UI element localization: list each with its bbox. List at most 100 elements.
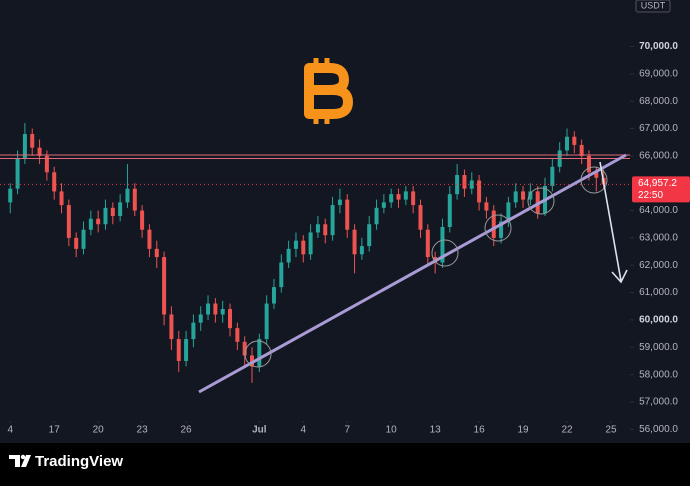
y-tick-label: 67,000.0 [639, 123, 678, 134]
x-tick-label: 17 [49, 425, 61, 436]
candle-body [213, 303, 218, 315]
candle-body [491, 210, 496, 238]
y-tick-label: 62,000.0 [639, 260, 678, 271]
candle-body [352, 229, 357, 255]
x-tick-label: 19 [517, 425, 529, 436]
tv-logo [9, 454, 31, 467]
candle-body [44, 155, 49, 173]
candle-body [323, 224, 328, 236]
candle-body [447, 194, 452, 227]
price-tag [632, 176, 690, 203]
x-tick-label: 25 [605, 425, 617, 436]
candle-body [345, 199, 350, 230]
candle-body [206, 303, 211, 315]
y-tick-label: 61,000.0 [639, 287, 678, 298]
x-tick-label: Jul [252, 425, 267, 436]
x-tick-label: 4 [300, 425, 306, 436]
candle-body [521, 191, 526, 200]
candle-body [8, 188, 13, 203]
y-tick-label: 66,000.0 [639, 151, 678, 162]
candle-body [154, 248, 159, 258]
countdown: 22:50 [638, 190, 663, 201]
candle-body [279, 262, 284, 288]
trend-line [198, 153, 627, 394]
candle-body [418, 205, 423, 230]
candle-body [37, 147, 42, 156]
tv-logo-mark [9, 455, 20, 467]
y-tick-label: 60,000.0 [639, 315, 678, 326]
candle-body [66, 205, 71, 238]
candle-body [286, 248, 291, 263]
candle-body [425, 229, 430, 258]
arrow-shaft [599, 161, 622, 282]
candle-body [184, 339, 189, 361]
candle-body [455, 175, 460, 195]
candle-body [315, 224, 320, 233]
candle-body [367, 224, 372, 247]
candle-body [293, 240, 298, 249]
candle-body [308, 232, 313, 255]
candle-body [88, 218, 93, 230]
bitcoin-b [304, 63, 353, 119]
circle [431, 239, 459, 267]
candle-body [506, 202, 511, 222]
touch-circles [244, 166, 608, 368]
y-tick-label: 56,000.0 [639, 424, 678, 435]
circle [580, 166, 608, 194]
x-tick-label: 23 [137, 425, 149, 436]
candle-body [359, 246, 364, 255]
candle-body [411, 191, 416, 206]
candle-body [271, 287, 276, 304]
circle [527, 187, 555, 215]
x-tick-label: 20 [93, 425, 105, 436]
candle-body [176, 339, 181, 361]
candle-body [132, 188, 137, 211]
candle-body [579, 144, 584, 156]
candle-body [30, 133, 35, 148]
candle-body [140, 210, 145, 230]
y-tick-label: 68,000.0 [639, 96, 678, 107]
candle-body [59, 191, 64, 206]
candle-body [484, 202, 489, 211]
candle-body [301, 240, 306, 255]
candle-body [162, 257, 167, 315]
candle-body [220, 309, 225, 315]
y-tick-label: 63,000.0 [639, 233, 678, 244]
circle [244, 340, 272, 368]
x-tick-label: 7 [344, 425, 350, 436]
candle-body [198, 314, 203, 323]
candle-body [440, 226, 445, 263]
candle-body [403, 191, 408, 200]
candle-body [22, 133, 27, 159]
bitcoin-bars [313, 58, 330, 124]
x-tick-label: 13 [430, 425, 442, 436]
candle-body [594, 172, 599, 178]
candle-body [125, 188, 130, 203]
candle-body [103, 207, 108, 225]
candle-body [586, 155, 591, 173]
candle-body [462, 175, 467, 189]
currency-box [635, 0, 671, 13]
candle-body [15, 158, 20, 189]
candle-body [550, 166, 555, 186]
y-tick-label: 69,000.0 [639, 68, 678, 79]
candle-body [389, 194, 394, 203]
y-tick-label: 59,000.0 [639, 342, 678, 353]
candle-body [374, 207, 379, 225]
candle-body [528, 191, 533, 200]
candle-body [169, 314, 174, 340]
candle-body [396, 194, 401, 200]
y-tick-label: 64,000.0 [639, 205, 678, 216]
last-price-label: 64,957.2 [638, 178, 677, 189]
candle-body [513, 191, 518, 203]
arrow [599, 161, 628, 284]
x-tick-label: 26 [181, 425, 193, 436]
candle-body [330, 205, 335, 236]
candle-body [469, 180, 474, 189]
circle [484, 214, 512, 242]
brand: TradingView [35, 453, 123, 470]
candle-body [74, 237, 79, 249]
footer [0, 443, 690, 481]
y-tick-label: 57,000.0 [639, 397, 678, 408]
